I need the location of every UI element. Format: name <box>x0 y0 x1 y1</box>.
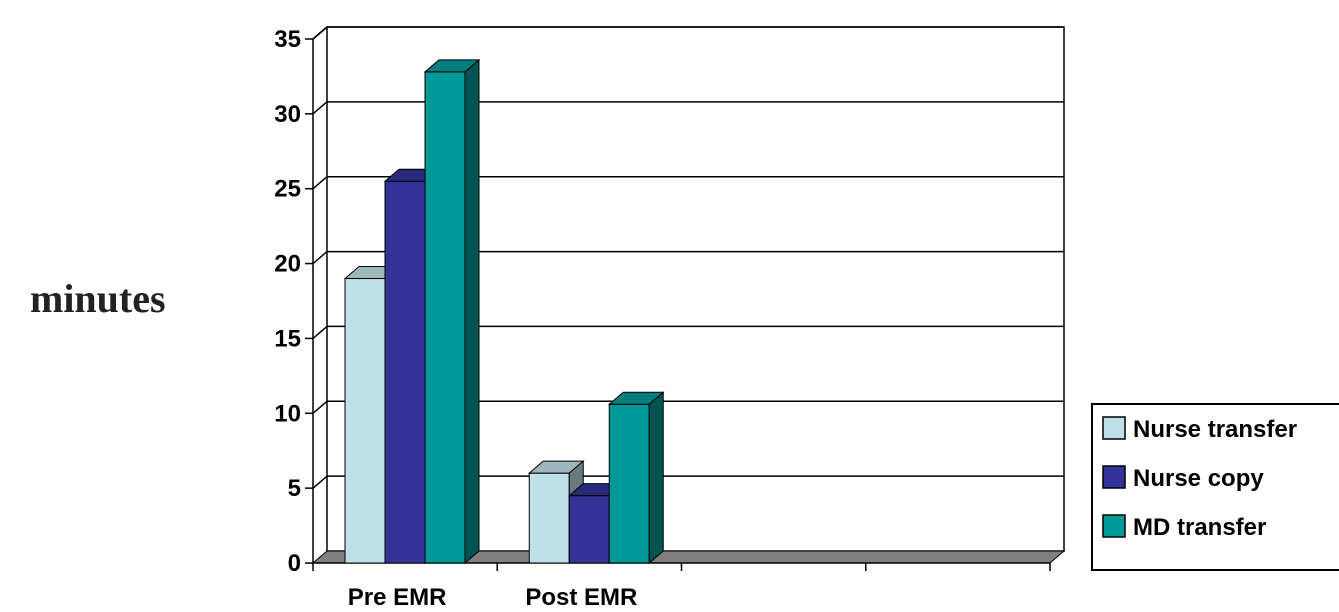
y-tick-labels: 0 5 10 15 20 25 30 35 <box>274 26 313 577</box>
y-tick-label: 20 <box>274 251 301 278</box>
gridline-depth <box>312 251 328 265</box>
x-category-label: Post EMR <box>525 584 637 611</box>
legend-label: Nurse transfer <box>1133 416 1297 443</box>
bar-front <box>608 403 650 564</box>
y-tick-label: 5 <box>288 475 301 502</box>
legend-label: Nurse copy <box>1133 465 1264 492</box>
legend-box <box>1091 403 1339 571</box>
x-category-label: Pre EMR <box>348 584 447 611</box>
bar-front <box>568 495 610 564</box>
y-axis-depth <box>312 26 328 40</box>
bar-front <box>344 278 386 564</box>
y-tick-label: 30 <box>274 101 301 128</box>
y-tick-label: 10 <box>274 400 301 427</box>
legend-swatch <box>1102 514 1126 538</box>
bar <box>607 391 665 565</box>
legend: Nurse transfer Nurse copy MD transfer <box>1091 403 1339 571</box>
bar-side <box>464 58 480 565</box>
gridline-depth <box>312 101 328 115</box>
gridline-depth <box>312 325 328 339</box>
y-tick-label: 35 <box>274 26 301 53</box>
x-category-labels: Pre EMR Post EMR <box>348 584 638 611</box>
bar <box>423 58 481 565</box>
legend-label: MD transfer <box>1133 514 1266 541</box>
gridline-depth <box>312 176 328 190</box>
bar-front <box>384 180 426 564</box>
bars <box>343 58 665 565</box>
legend-swatch <box>1102 416 1126 440</box>
y-tick-label: 25 <box>274 176 301 203</box>
y-axis-label: minutes <box>30 276 166 321</box>
legend-swatch <box>1102 465 1126 489</box>
gridline-depth <box>312 400 328 414</box>
y-tick-label: 0 <box>288 550 301 577</box>
bar-front <box>424 71 466 564</box>
bar-side <box>648 391 664 565</box>
bar-front <box>528 472 570 564</box>
gridline-depth <box>312 475 328 489</box>
y-tick-label: 15 <box>274 325 301 352</box>
